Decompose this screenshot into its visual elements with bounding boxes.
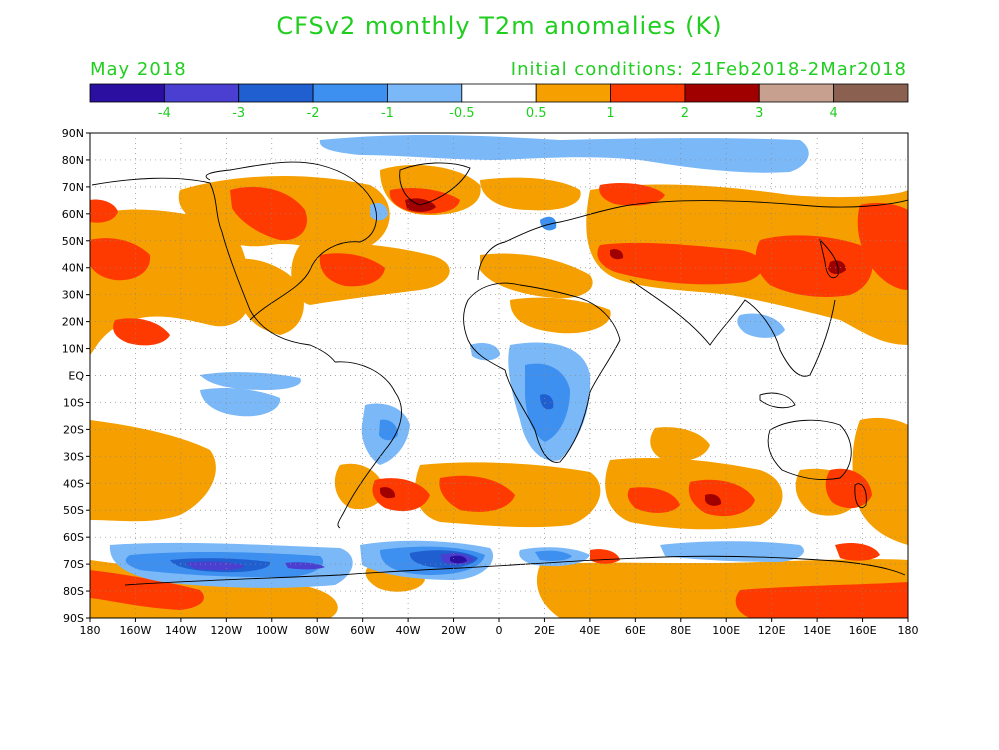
lat-label: 20S <box>63 423 84 436</box>
lat-label: 30S <box>63 450 84 463</box>
lon-label: 40W <box>396 624 421 637</box>
colorbar-label: 3 <box>755 106 763 121</box>
lon-label: 60E <box>625 624 646 637</box>
lon-label: 160W <box>120 624 152 637</box>
anomaly-field <box>90 135 908 618</box>
lat-label: 10N <box>62 343 84 356</box>
colorbar-swatch <box>684 83 760 103</box>
lat-label: EQ <box>68 370 84 383</box>
colorbar-swatch <box>535 83 611 103</box>
lon-label: 60W <box>350 624 375 637</box>
lat-label: 40S <box>63 477 84 490</box>
lon-label: 20W <box>441 624 466 637</box>
lat-label: 40N <box>62 262 84 275</box>
lat-label: 80S <box>63 585 84 598</box>
lat-label: 90N <box>62 127 84 140</box>
lat-label: 20N <box>62 316 84 329</box>
lon-label: 160E <box>849 624 877 637</box>
lon-label: 120E <box>758 624 786 637</box>
lon-label: 0 <box>496 624 503 637</box>
lat-label: 50N <box>62 235 84 248</box>
colorbar-swatch <box>312 83 388 103</box>
colorbar-swatch <box>461 83 537 103</box>
lat-label: 90S <box>63 612 84 625</box>
lon-label: 80E <box>670 624 691 637</box>
lat-label: 10S <box>63 396 84 409</box>
map-axes: 90N 80N 70N 60N 50N 40N 30N 20N 10N EQ 10S 20S 30S 40… <box>62 127 919 637</box>
colorbar-swatch <box>238 83 314 103</box>
forecast-month: May 2018 <box>90 59 187 80</box>
lat-lon-grid <box>90 133 908 618</box>
lon-label: 100E <box>712 624 740 637</box>
lat-label: 70N <box>62 181 84 194</box>
lon-label: 180 <box>898 624 919 637</box>
lon-label: 20E <box>534 624 555 637</box>
lat-label: 60S <box>63 531 84 544</box>
lat-label: 30N <box>62 289 84 302</box>
lon-label: 140E <box>803 624 831 637</box>
colorbar-swatch <box>610 83 686 103</box>
colorbar-swatch <box>758 83 835 103</box>
colorbar-label: -1 <box>381 106 394 121</box>
lat-label: 60N <box>62 208 84 221</box>
cold-anomaly-4k <box>450 555 467 564</box>
chart-title: CFSv2 monthly T2m anomalies (K) <box>276 12 723 40</box>
colorbar-label: 2 <box>681 106 689 121</box>
colorbar-label: 1 <box>606 106 614 121</box>
colorbar-swatch <box>387 83 463 103</box>
lon-label: 140W <box>165 624 197 637</box>
colorbar: -4 -3 -2 -1 -0.5 0.5 1 2 3 4 <box>89 83 909 121</box>
colorbar-swatch <box>833 83 909 103</box>
lat-label: 70S <box>63 558 84 571</box>
lon-label: 180 <box>80 624 101 637</box>
colorbar-label: -4 <box>158 106 171 121</box>
colorbar-label: -0.5 <box>449 106 474 121</box>
lon-label: 80W <box>305 624 330 637</box>
lon-label: 100W <box>256 624 288 637</box>
colorbar-label: -3 <box>232 106 245 121</box>
lat-label: 80N <box>62 154 84 167</box>
colorbar-label: -2 <box>307 106 320 121</box>
lon-label: 40E <box>579 624 600 637</box>
colorbar-swatch <box>163 83 240 103</box>
colorbar-label: 4 <box>829 106 837 121</box>
initial-conditions: Initial conditions: 21Feb2018-2Mar2018 <box>510 59 907 80</box>
lon-label: 120W <box>210 624 242 637</box>
coastlines <box>91 161 908 586</box>
lat-label: 50S <box>63 504 84 517</box>
colorbar-swatch <box>89 83 165 103</box>
colorbar-label: 0.5 <box>526 106 547 121</box>
